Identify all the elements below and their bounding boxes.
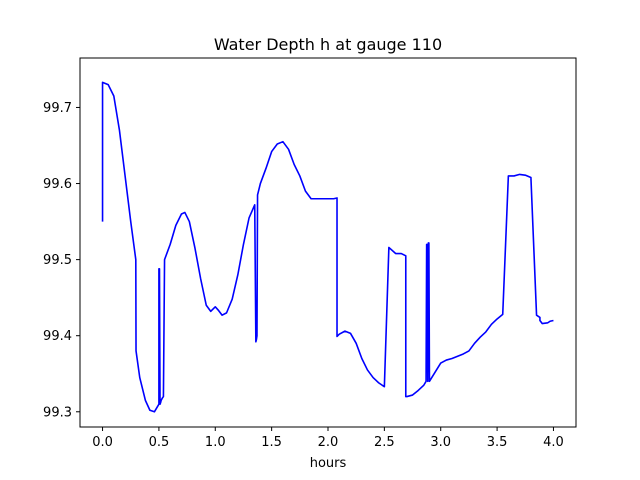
x-tick-label: 2.0 bbox=[318, 435, 339, 450]
series-line-0 bbox=[101, 81, 554, 413]
y-tick-label: 99.7 bbox=[43, 101, 72, 116]
x-tick-label: 4.0 bbox=[543, 435, 564, 450]
chart-title: Water Depth h at gauge 110 bbox=[214, 35, 442, 54]
x-tick-label: 2.5 bbox=[374, 435, 395, 450]
x-tick-label: 0.0 bbox=[92, 435, 113, 450]
x-axis-label: hours bbox=[310, 456, 347, 471]
x-axis: 0.0 0.5 1.0 1.5 2.0 2.5 3.0 3.5 4.0 bbox=[92, 427, 564, 450]
x-tick-label: 0.5 bbox=[149, 435, 170, 450]
x-tick-label: 1.5 bbox=[261, 435, 282, 450]
plot-area bbox=[101, 81, 554, 413]
y-tick-label: 99.3 bbox=[43, 405, 72, 420]
y-axis: 99.3 99.4 99.5 99.6 99.7 bbox=[43, 101, 80, 420]
axes-frame bbox=[79, 57, 577, 428]
x-tick-label: 3.5 bbox=[487, 435, 508, 450]
y-tick-label: 99.6 bbox=[43, 177, 72, 192]
x-tick-label: 1.0 bbox=[205, 435, 226, 450]
x-tick-label: 3.0 bbox=[430, 435, 451, 450]
y-tick-label: 99.4 bbox=[43, 329, 72, 344]
y-tick-label: 99.5 bbox=[43, 253, 72, 268]
